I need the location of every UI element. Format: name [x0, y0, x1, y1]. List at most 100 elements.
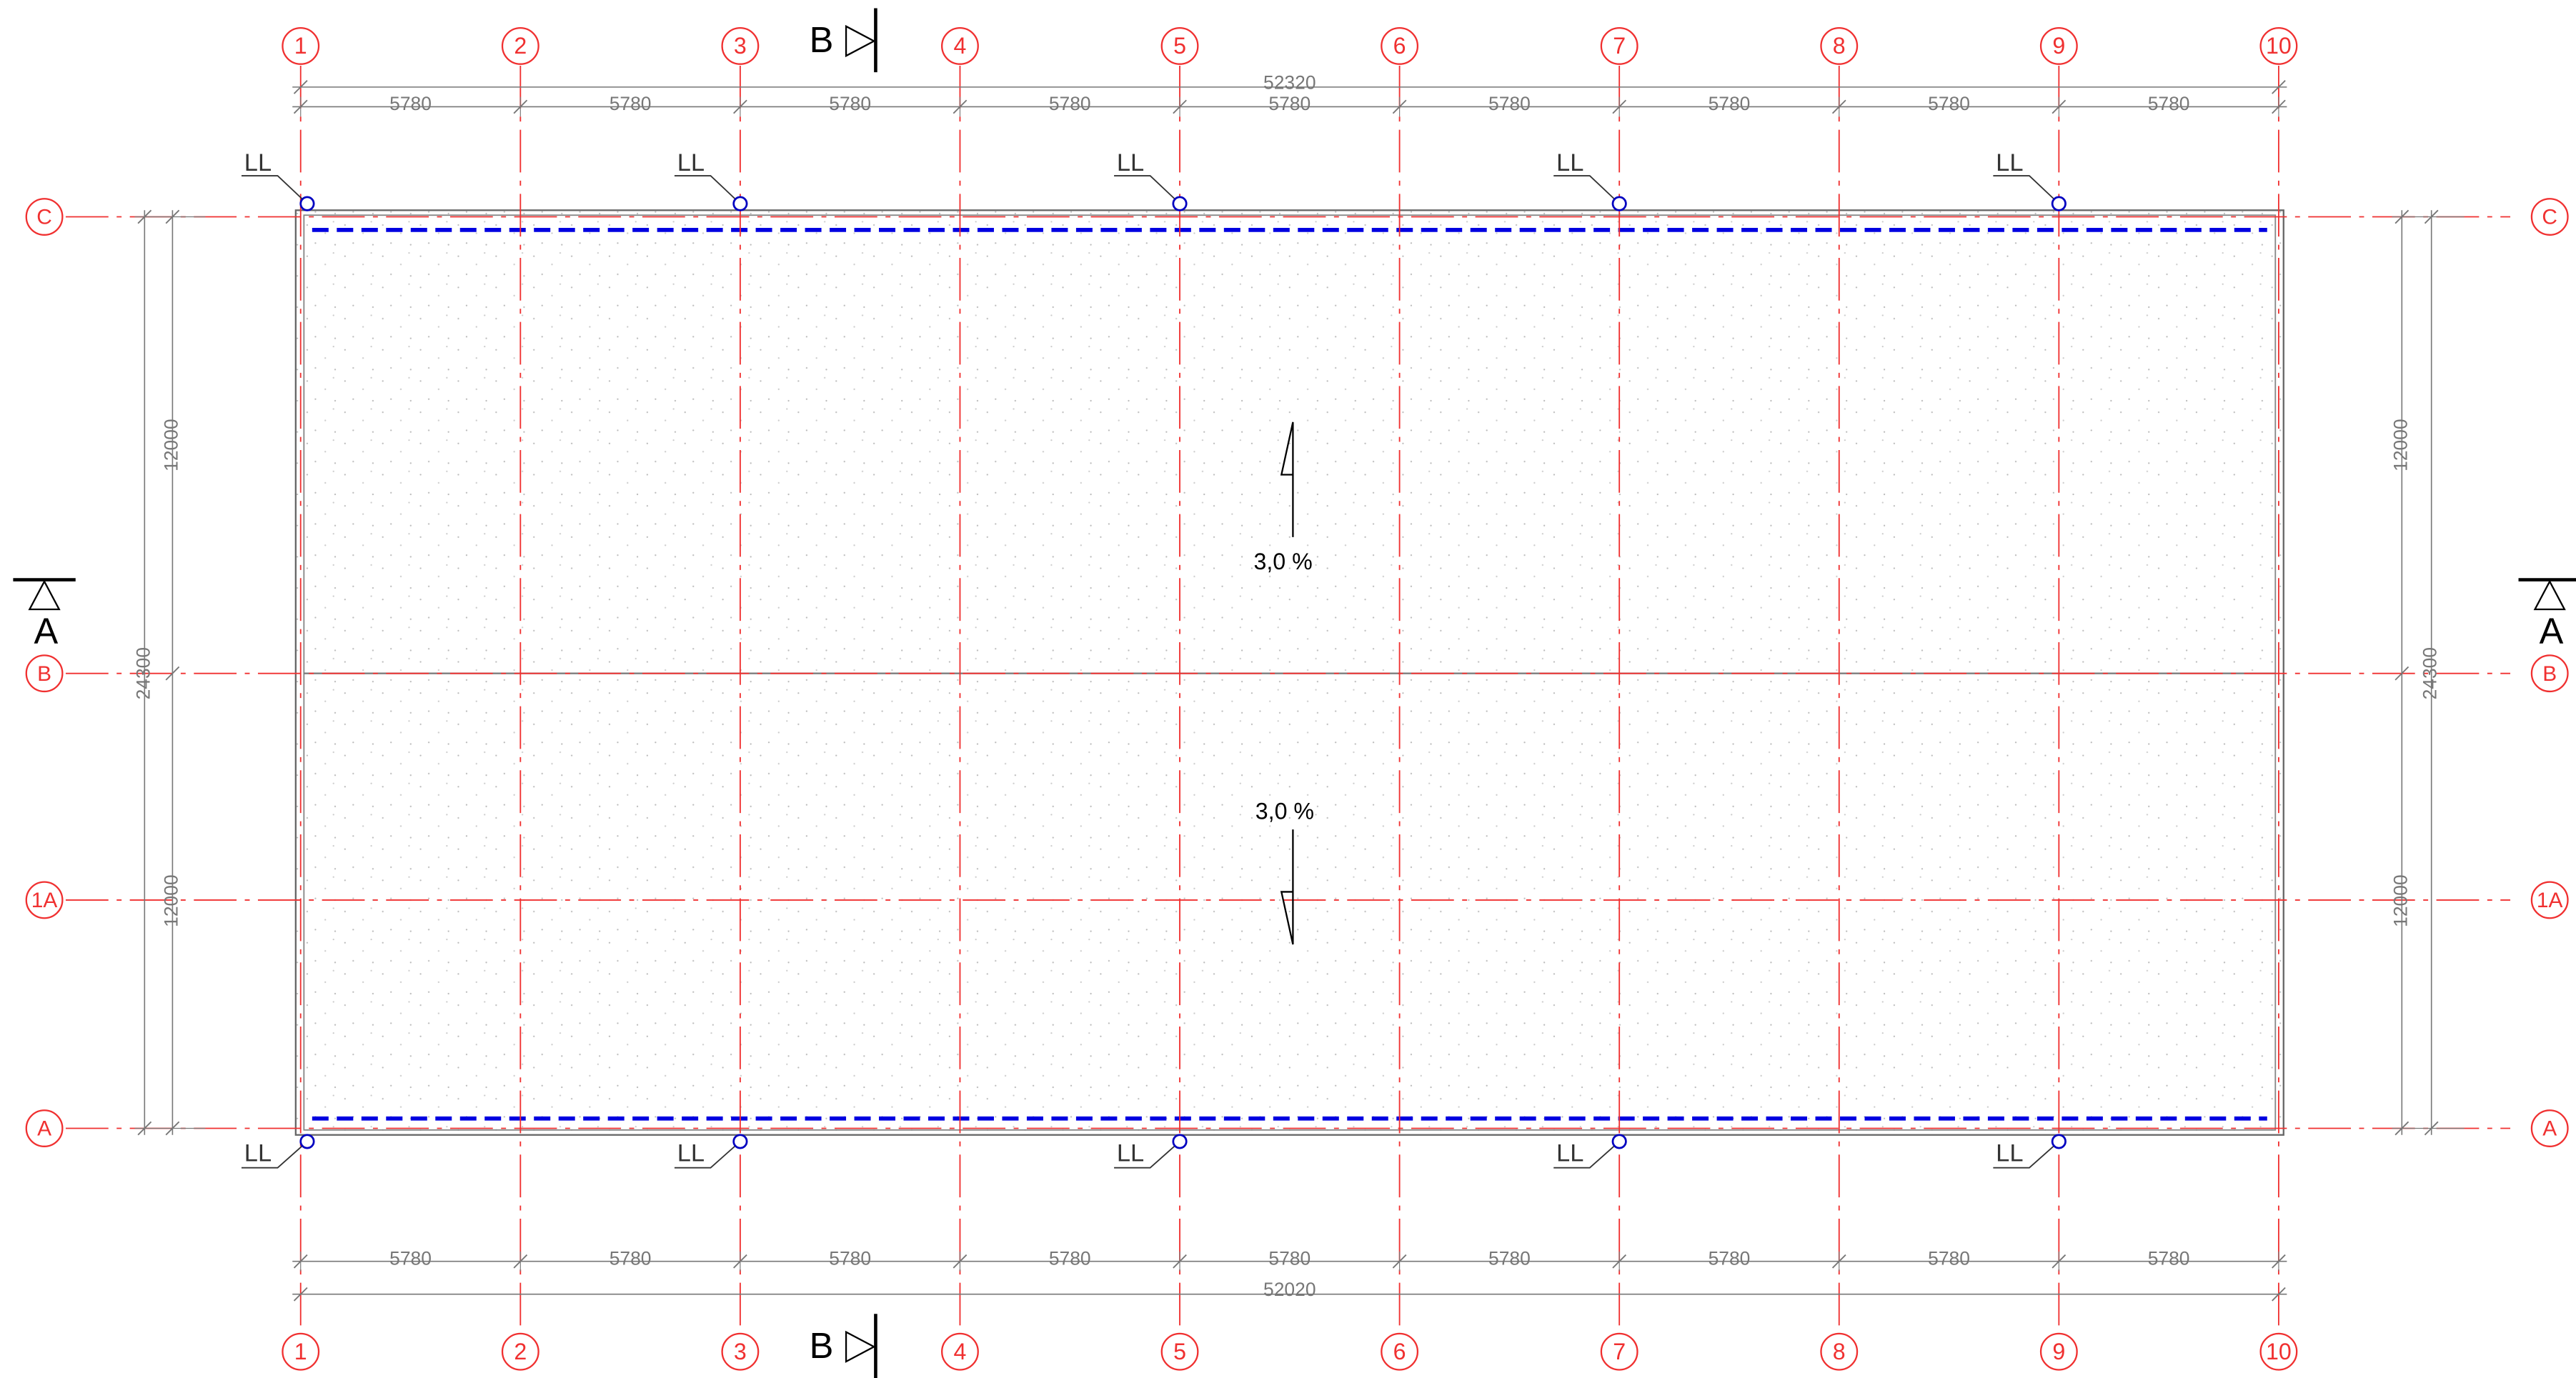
dimension-text: 52320 [1263, 71, 1316, 93]
dimension-text: 5780 [610, 1247, 652, 1269]
axis-bubble [2530, 654, 2569, 693]
drain-label: LL [244, 1139, 272, 1167]
axis-label: B [37, 662, 51, 686]
dimension-text: 5780 [1709, 1247, 1751, 1269]
dimension-text: 12000 [2389, 874, 2411, 927]
drain-label: LL [1996, 1139, 2023, 1167]
axis-bubble [501, 1332, 539, 1371]
axis-bubble [2259, 26, 2298, 65]
axis-bubble [2530, 1109, 2569, 1147]
dimension-tick [293, 1287, 308, 1302]
axis-bubble [282, 1332, 320, 1371]
dimension-text: 5780 [1928, 93, 1970, 114]
roof-drain [1172, 196, 1188, 211]
dimension-text: 5780 [829, 1247, 871, 1269]
axis-bubble [1600, 1332, 1638, 1371]
roof-drain [1611, 1134, 1627, 1149]
axis-label: 3 [734, 1339, 747, 1364]
roof-drain [1172, 1134, 1188, 1149]
dimension-text: 5780 [1049, 93, 1091, 114]
axis-label: 1 [294, 33, 307, 59]
dimension-text: 5780 [2148, 93, 2190, 114]
drain-leader [1114, 1141, 1180, 1169]
drain-leader [241, 175, 308, 204]
section-label: B [810, 1325, 834, 1366]
axis-label: 9 [2052, 1339, 2065, 1364]
axis-label: 1A [31, 889, 58, 912]
section-arrow [2533, 579, 2566, 611]
axis-bubble [2039, 26, 2078, 65]
axis-bubble [941, 26, 979, 65]
dimension-text: 24300 [2420, 647, 2441, 699]
axis-bubble [282, 26, 320, 65]
axis-label: A [2542, 1117, 2557, 1141]
axis-label: 10 [2266, 33, 2292, 59]
section-arrow [845, 24, 876, 58]
drain-label: LL [1996, 149, 2023, 176]
drain-label: LL [1117, 1139, 1144, 1167]
drain-label: LL [244, 149, 272, 176]
dimension-tick [2395, 666, 2410, 681]
axis-bubble [1381, 26, 1419, 65]
axis-bubble [1160, 26, 1199, 65]
dimension-text: 12000 [2389, 419, 2411, 471]
axis-label: 8 [1833, 1339, 1846, 1364]
dimension-text: 5780 [610, 93, 652, 114]
axis-bubble [2530, 198, 2569, 236]
slope-label: 3,0 % [1255, 799, 1314, 824]
dimension-text: 5780 [829, 93, 871, 114]
axis-label: C [36, 206, 52, 229]
roof-drain [732, 1134, 748, 1149]
dimension-text: 5780 [1268, 1247, 1311, 1269]
dimension-tick [165, 666, 180, 681]
dimension-text: 5780 [1049, 1247, 1091, 1269]
axis-bubble [1160, 1332, 1199, 1371]
dimension-tick [2272, 80, 2286, 94]
drain-leader [1553, 175, 1620, 204]
dimension-text: 5780 [1488, 1247, 1531, 1269]
axis-bubble [501, 26, 539, 65]
dimension-text: 5780 [1488, 93, 1531, 114]
axis-bubble [2530, 881, 2569, 919]
drain-label: LL [1117, 149, 1144, 176]
dimension-text: 12000 [160, 874, 181, 927]
axis-bubble [2039, 1332, 2078, 1371]
axis-bubble [25, 1109, 64, 1147]
axis-label: 5 [1173, 1339, 1186, 1364]
dimension-tick [2272, 1287, 2286, 1302]
axis-label: 4 [954, 1339, 967, 1364]
axis-bubble [25, 654, 64, 693]
dimension-text: 52020 [1263, 1279, 1316, 1300]
axis-label: 3 [734, 33, 747, 59]
dimension-text: 24300 [132, 647, 154, 699]
dimension-text: 5780 [1709, 93, 1751, 114]
axis-label: A [37, 1117, 51, 1141]
axis-bubble [1820, 1332, 1859, 1371]
axis-bubble [1820, 26, 1859, 65]
drain-leader [674, 175, 741, 204]
drain-leader [241, 1141, 308, 1169]
drain-leader [1114, 175, 1180, 204]
axis-bubble [25, 198, 64, 236]
section-label: A [34, 611, 59, 651]
dimension-text: 5780 [389, 93, 432, 114]
axis-label: 9 [2052, 33, 2065, 59]
axis-label: 10 [2266, 1339, 2292, 1364]
roof-drain [299, 196, 315, 211]
axis-label: 1A [2537, 889, 2563, 912]
axis-bubble [1381, 1332, 1419, 1371]
axis-label: 7 [1613, 33, 1626, 59]
dimension-text: 12000 [160, 419, 181, 471]
roof-drain [1611, 196, 1627, 211]
section-arrow [28, 579, 61, 611]
axis-label: 8 [1833, 33, 1846, 59]
drain-leader [674, 1141, 741, 1169]
drain-leader [1993, 175, 2059, 204]
roof-drain [732, 196, 748, 211]
section-label: A [2540, 611, 2564, 651]
dimension-text: 5780 [1268, 93, 1311, 114]
axis-bubble [2259, 1332, 2298, 1371]
